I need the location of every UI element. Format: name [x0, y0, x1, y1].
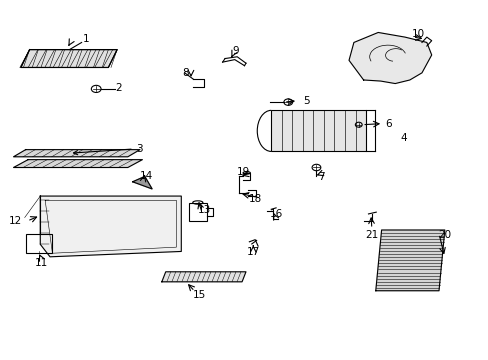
- Text: 5: 5: [302, 96, 309, 106]
- Bar: [26, 234, 52, 253]
- Polygon shape: [21, 50, 117, 67]
- Polygon shape: [162, 272, 245, 282]
- Polygon shape: [14, 159, 142, 167]
- Polygon shape: [14, 150, 140, 157]
- Text: 1: 1: [83, 34, 90, 44]
- Text: 19: 19: [236, 167, 250, 177]
- Text: 10: 10: [411, 29, 424, 39]
- Text: 20: 20: [437, 230, 450, 240]
- Text: 4: 4: [399, 133, 406, 143]
- Text: 11: 11: [35, 258, 48, 268]
- Text: 21: 21: [365, 230, 378, 240]
- Polygon shape: [375, 230, 444, 291]
- Text: 13: 13: [198, 205, 211, 215]
- Text: 12: 12: [8, 216, 21, 226]
- Text: 3: 3: [73, 144, 143, 155]
- Text: 16: 16: [269, 209, 282, 219]
- Polygon shape: [40, 196, 181, 257]
- Text: 2: 2: [116, 83, 122, 93]
- Text: 7: 7: [317, 172, 324, 182]
- Polygon shape: [132, 176, 152, 189]
- Bar: [271, 111, 366, 152]
- Text: 15: 15: [193, 290, 206, 300]
- Text: 17: 17: [246, 247, 259, 257]
- Text: 14: 14: [140, 171, 153, 181]
- Text: 9: 9: [232, 46, 239, 56]
- Text: 18: 18: [248, 194, 261, 203]
- Text: 8: 8: [182, 68, 188, 78]
- Text: 6: 6: [385, 118, 391, 129]
- Polygon shape: [348, 32, 431, 84]
- Bar: [188, 203, 206, 221]
